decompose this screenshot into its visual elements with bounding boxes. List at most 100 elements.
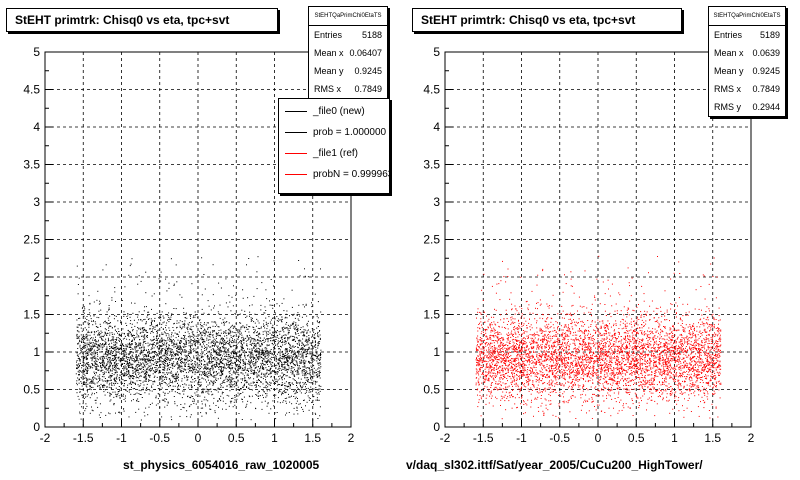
data-point [312,345,314,347]
data-point [265,332,267,334]
data-point [213,338,215,340]
data-point [125,322,127,324]
data-point [124,354,126,356]
data-point [201,354,203,356]
data-point [108,325,110,327]
data-point [284,367,286,369]
data-point [220,357,222,359]
data-point [156,346,158,347]
data-point [90,342,92,344]
data-point [177,388,179,390]
data-point [109,366,111,368]
data-point [178,392,180,394]
data-point [217,345,219,347]
data-point [191,321,193,323]
data-point [109,348,110,350]
data-point [304,392,306,394]
data-point [266,389,268,390]
data-point [265,289,267,291]
data-point [287,328,289,329]
data-point [242,360,244,362]
data-point [233,401,235,403]
data-point [314,293,316,295]
data-point [257,382,258,384]
data-point [186,375,188,377]
data-point [283,331,285,333]
data-point [141,350,143,352]
data-point [278,337,280,339]
data-point [186,416,188,418]
data-point [256,356,258,358]
data-point [316,353,318,355]
data-point [95,363,97,365]
data-point [272,354,274,356]
data-point [174,385,176,387]
data-point [257,369,259,371]
data-point [256,332,258,334]
data-point [273,370,275,372]
data-point [165,360,167,362]
data-point [178,379,179,381]
data-point [163,354,165,356]
data-point [208,372,210,374]
data-point [241,349,243,351]
data-point [129,331,131,333]
data-point [206,322,208,324]
data-point [116,396,118,398]
data-point [211,354,213,356]
data-point [141,397,143,398]
data-point [167,392,169,394]
data-point [214,410,216,412]
data-point [191,331,193,333]
data-point [297,388,299,390]
data-point [145,379,147,381]
data-point [238,394,240,396]
data-point [92,410,94,412]
data-point [265,381,267,382]
data-point [106,322,108,324]
data-point [181,348,183,350]
data-point [200,338,202,340]
data-point [235,368,236,370]
data-point [194,350,196,352]
data-point [122,344,123,346]
data-point [134,358,135,360]
data-point [133,360,135,362]
data-point [148,379,150,381]
data-point [295,323,297,325]
data-point [249,315,250,317]
data-point [307,395,309,397]
data-point [196,340,198,342]
data-point [80,327,82,329]
data-point [163,344,165,345]
data-point [300,353,302,355]
data-point [152,356,154,358]
data-point [94,345,96,347]
data-point [181,380,183,382]
data-point [154,352,156,354]
data-point [305,383,307,385]
data-point [108,371,109,373]
data-point [94,399,96,401]
data-point [253,343,255,345]
data-point [212,334,214,336]
data-point [124,380,126,382]
data-point [122,358,124,360]
data-point [143,359,145,361]
data-point [229,364,230,366]
data-point [318,375,320,377]
data-point [167,364,169,366]
data-point [292,335,294,337]
data-point [109,325,111,327]
data-point [232,384,234,386]
data-point [269,358,271,360]
data-point [204,354,206,356]
data-point [82,337,84,339]
data-point [274,317,276,319]
data-point [191,376,192,378]
data-point [205,375,207,377]
data-point [124,367,126,369]
data-point [231,346,232,348]
data-point [293,323,294,325]
data-point [204,322,205,324]
